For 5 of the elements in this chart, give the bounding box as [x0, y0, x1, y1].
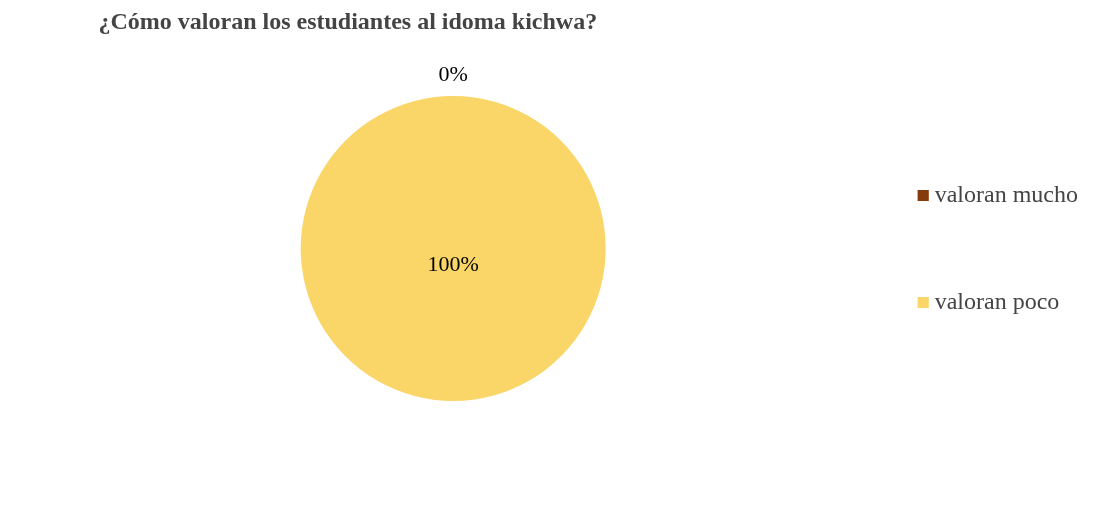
- chart-title: ¿Cómo valoran los estudiantes al idoma kichwa?: [98, 7, 598, 34]
- legend-label: valoran mucho: [934, 181, 1078, 208]
- data-label: 100%: [427, 251, 479, 277]
- text: 0%: [438, 60, 468, 86]
- legend-label: valoran poco: [934, 288, 1060, 315]
